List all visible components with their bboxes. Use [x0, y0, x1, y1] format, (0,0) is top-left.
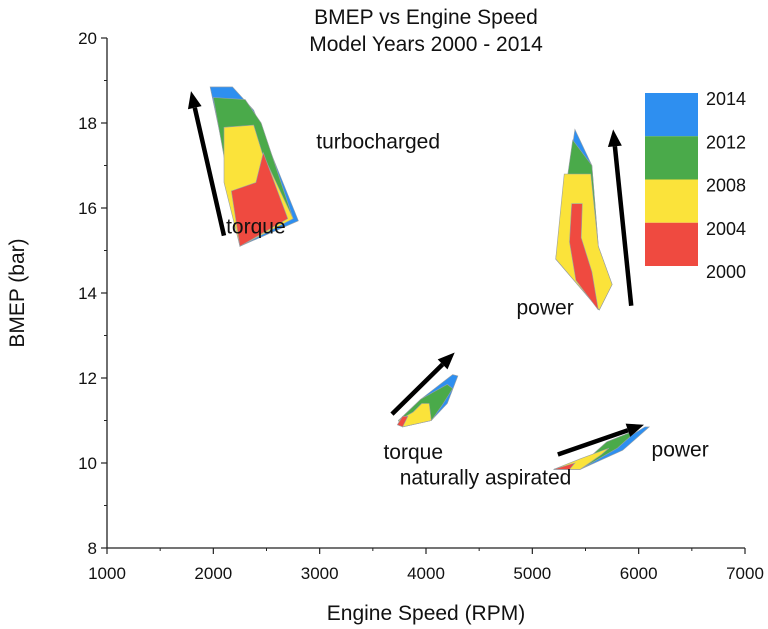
legend-label-2000: 2000 [706, 262, 746, 282]
y-tick-label-20: 20 [78, 29, 97, 48]
natural-power-arrow-head [625, 423, 644, 437]
label-turbocharged: turbocharged [316, 131, 440, 154]
legend-label-2014: 2014 [706, 89, 746, 109]
region-turbocharged-torque [209, 86, 299, 247]
y-tick-label-16: 16 [78, 199, 97, 218]
x-tick-label-6000: 6000 [620, 564, 658, 583]
legend-label-2004: 2004 [706, 219, 746, 239]
label-power-natural: power [652, 439, 709, 462]
y-ticks: 8 10 12 14 16 18 20 [78, 29, 107, 558]
natural-torque-arrow-shaft [390, 362, 445, 416]
annotations-layer: turbocharged torque power torque power natura… [226, 131, 709, 490]
turbocharged-power-year-2008 [555, 173, 613, 311]
y-tick-label-12: 12 [78, 369, 97, 388]
x-tick-label-1000: 1000 [88, 564, 126, 583]
x-tick-label-5000: 5000 [513, 564, 551, 583]
natural-torque-year-2004 [396, 415, 409, 428]
turbocharged-power-year-2004 [569, 203, 599, 311]
y-tick-label-10: 10 [78, 454, 97, 473]
turbo-power-arrow-shaft [612, 146, 634, 306]
natural-torque-arrow-head [437, 352, 455, 370]
natural-power-arrow [557, 423, 644, 457]
y-tick-label-8: 8 [88, 539, 97, 558]
legend-label-2008: 2008 [706, 176, 746, 196]
y-axis-label: BMEP (bar) [6, 238, 29, 347]
label-power-turbo: power [516, 296, 573, 319]
legend-band-2008 [645, 179, 698, 223]
legend-band-2012 [645, 136, 698, 180]
x-tick-label-4000: 4000 [407, 564, 445, 583]
natural-power-arrow-shaft [557, 428, 629, 457]
region-turbocharged-power [555, 128, 613, 311]
legend-band-2014 [645, 93, 698, 137]
turbo-torque-arrow-shaft [192, 107, 227, 237]
x-axis-label: Engine Speed (RPM) [327, 602, 525, 625]
turbocharged-torque-year-2004 [231, 151, 289, 247]
x-ticks: 1000 2000 3000 4000 5000 6000 7000 [88, 548, 764, 583]
x-tick-label-2000: 2000 [194, 564, 232, 583]
region-natural-power [553, 426, 651, 470]
legend-label-2012: 2012 [706, 132, 746, 152]
label-torque-turbo: torque [226, 216, 286, 239]
label-torque-natural: torque [383, 441, 443, 464]
regions-layer [209, 86, 651, 470]
x-tick-label-7000: 7000 [726, 564, 764, 583]
y-tick-label-18: 18 [78, 114, 97, 133]
turbo-torque-arrow-head [187, 91, 202, 110]
turbo-power-arrow-head [607, 129, 622, 148]
legend: 2014 2012 2008 2004 2000 [645, 89, 746, 282]
arrows-layer [187, 91, 644, 457]
legend-band-2004 [645, 222, 698, 266]
natural-torque-arrow [390, 352, 455, 416]
chart-subtitle: Model Years 2000 - 2014 [309, 33, 543, 56]
x-tick-label-3000: 3000 [301, 564, 339, 583]
label-naturally-aspirated: naturally aspirated [400, 466, 572, 489]
y-tick-label-14: 14 [78, 284, 97, 303]
turbo-torque-arrow [187, 91, 227, 237]
natural-power-year-2004 [553, 462, 576, 470]
chart-title: BMEP vs Engine Speed [314, 6, 538, 29]
turbo-power-arrow [607, 129, 634, 306]
region-natural-torque [396, 374, 459, 428]
